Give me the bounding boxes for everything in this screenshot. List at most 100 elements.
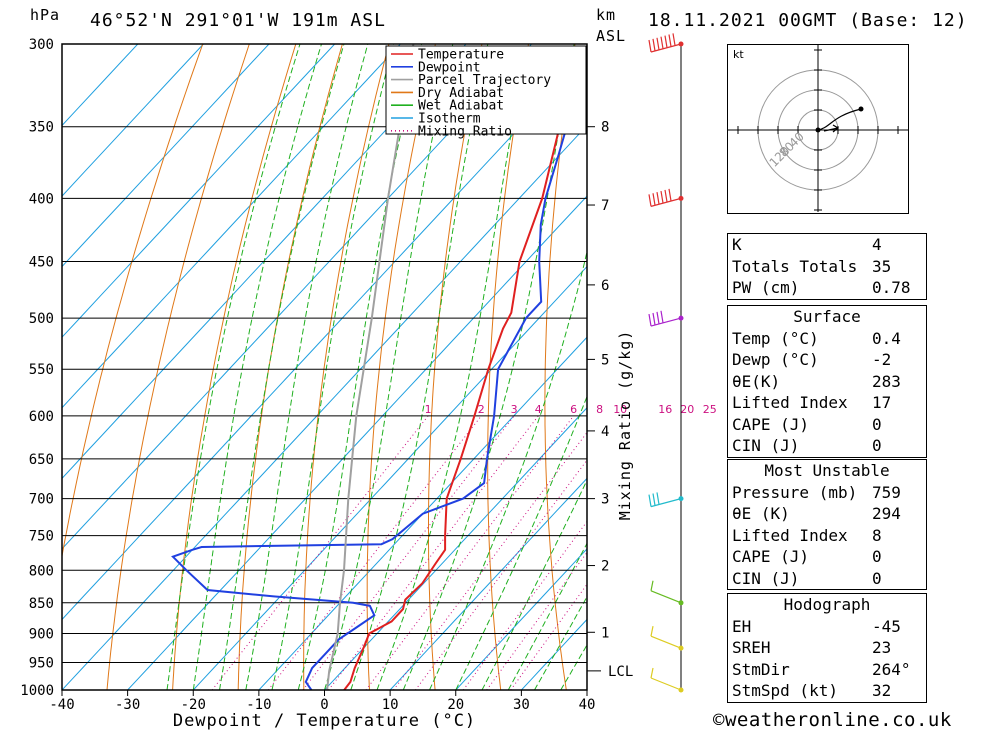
barb-flag [652, 193, 656, 206]
stat-key: θE(K) [732, 371, 781, 391]
legend-box [385, 45, 587, 135]
stat-value: 32 [872, 681, 892, 700]
hodograph-trace [817, 108, 862, 131]
wind-barb [648, 310, 682, 327]
barb-flag [652, 493, 656, 506]
barb-flag [650, 580, 654, 591]
stat-value: 759 [872, 482, 901, 502]
isotherm-line [455, 548, 587, 690]
pressure-tick-label: 600 [29, 409, 54, 425]
km-tick-label: 2 [601, 559, 609, 575]
credit-text: ©weatheronline.co.uk [713, 709, 952, 731]
x-tick-label: 0 [320, 697, 328, 713]
wind-barb [648, 188, 682, 207]
km-tick-label: 6 [601, 278, 609, 294]
stat-key: Totals Totals [732, 256, 858, 276]
isotherm-line [62, 44, 336, 338]
stat-key: Temp (°C) [732, 328, 819, 348]
wind-barb [648, 33, 682, 53]
barb-flag [650, 667, 654, 679]
axes: 3003504004505005506006507007508008509009… [20, 37, 634, 731]
mixing-ratio-line [328, 415, 539, 690]
stat-value: 0.78 [872, 278, 911, 297]
pressure-tick-label: 350 [29, 120, 54, 136]
wind-barbs [648, 33, 684, 693]
stat-value: 0.4 [872, 328, 901, 348]
stat-value: 294 [872, 504, 901, 523]
barb-flag [664, 189, 668, 203]
dry-adiabat-line [106, 44, 250, 690]
stat-key: K [732, 235, 742, 254]
pressure-tick-label: 550 [29, 362, 54, 378]
mixing-ratio-label: 25 [703, 403, 717, 416]
stat-row: CIN (J) 0 [728, 568, 926, 590]
lcl-label: LCL [608, 664, 633, 680]
legend-entry: Wet Adiabat [418, 99, 504, 114]
km-tick-label: 5 [601, 352, 609, 368]
barb-flag [660, 310, 664, 323]
stat-key: StmSpd (kt) [732, 681, 838, 700]
pressure-tick-label: 400 [29, 191, 54, 207]
barb-shaft [650, 43, 682, 53]
hodograph-plot: kt 40 80 120 [727, 44, 909, 214]
wind-barb [650, 667, 682, 691]
barb-shaft [650, 197, 682, 207]
barb-flag [656, 492, 660, 505]
wet-adiabat-line [350, 44, 489, 690]
isotherm-line [62, 44, 270, 268]
stat-value: 264° [872, 659, 911, 679]
mixing-ratio-axis-label: Mixing Ratio (g/kg) [616, 330, 634, 521]
legend-entry: Parcel Trajectory [418, 73, 551, 88]
pressure-tick-label: 1000 [20, 683, 54, 699]
stat-row: θE(K) 283 [728, 371, 926, 393]
dewpoint-line [171, 72, 587, 690]
dry-adiabat-line [947, 44, 1000, 690]
pressure-tick-label: 750 [29, 529, 54, 545]
isotherm-line [62, 54, 587, 621]
x-tick-label: -30 [115, 697, 140, 713]
hodograph-panel-title: Hodograph [783, 595, 871, 614]
stat-value: 283 [872, 371, 901, 391]
wet-adiabat-line [324, 44, 454, 690]
stat-value: 0 [872, 436, 882, 455]
stat-row: θE (K) 294 [728, 503, 926, 525]
wet-adiabat-line [534, 595, 587, 690]
isotherm-line [62, 44, 139, 127]
stat-key: Lifted Index [732, 393, 848, 412]
isotherm-line [389, 477, 587, 690]
stat-row: PW (cm) 0.78 [728, 277, 926, 299]
barb-flag [656, 37, 660, 50]
x-tick-label: -10 [246, 697, 271, 713]
km-tick-label: 1 [601, 625, 609, 641]
legend-entry: Mixing Ratio [418, 124, 512, 139]
mixing-ratio-label: 6 [570, 403, 577, 416]
legend-entry: Dry Adiabat [418, 86, 504, 101]
barb-flag [652, 312, 656, 326]
profile-lines [171, 44, 587, 690]
barb-flag [648, 39, 652, 53]
stat-key: EH [732, 616, 752, 636]
stat-key: StmDir [732, 659, 790, 679]
temperature-line [343, 60, 587, 690]
isotherm-line [521, 618, 587, 690]
stat-key: SREH [732, 638, 771, 657]
dry-adiabat-line [994, 44, 1000, 690]
stat-value: 0 [872, 547, 882, 566]
legend-entry: Dewpoint [418, 60, 481, 75]
dry-adiabat-line [366, 44, 436, 690]
isotherm-line [62, 44, 401, 409]
stat-key: CIN (J) [732, 568, 800, 588]
mixing-ratio-line [267, 415, 482, 690]
stat-key: CAPE (J) [732, 414, 810, 434]
legend-entry: Isotherm [418, 112, 481, 127]
asl-label: ASL [596, 27, 627, 45]
stat-key: CIN (J) [732, 436, 800, 455]
stat-row: EH -45 [728, 616, 926, 638]
x-tick-label: -40 [49, 697, 74, 713]
stat-key: Dewp (°C) [732, 350, 819, 369]
wet-adiabat-line [507, 542, 587, 690]
stat-key: CAPE (J) [732, 547, 810, 566]
stat-value: -2 [872, 350, 892, 369]
